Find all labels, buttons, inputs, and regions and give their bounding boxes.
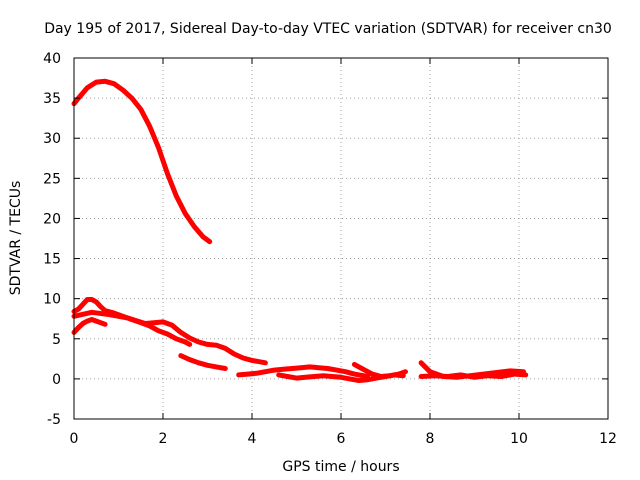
x-tick-label: 0	[70, 431, 79, 447]
y-tick-label: 15	[43, 252, 61, 268]
x-axis-label: GPS time / hours	[282, 459, 399, 475]
series-line-10	[418, 371, 529, 380]
series-line-5	[178, 353, 228, 371]
x-tick-label: 4	[248, 431, 257, 447]
data-series	[71, 78, 529, 383]
x-tick-label: 12	[599, 431, 617, 447]
y-tick-label: 20	[43, 211, 61, 227]
y-tick-label: 25	[43, 171, 61, 187]
grid	[74, 58, 608, 419]
y-tick-label: -5	[47, 412, 61, 428]
series-line-1	[71, 78, 213, 245]
y-tick-label: 0	[52, 372, 61, 388]
y-axis-label: SDTVAR / TECUs	[8, 181, 24, 296]
x-tick-label: 6	[337, 431, 346, 447]
y-tick-label: 10	[43, 292, 61, 308]
series-line-8	[351, 361, 408, 379]
series-line-4	[71, 309, 268, 366]
x-tick-label: 10	[510, 431, 528, 447]
series-line-2	[71, 317, 108, 335]
y-tick-label: 35	[43, 91, 61, 107]
x-tick-label: 8	[426, 431, 435, 447]
x-tick-label: 2	[159, 431, 168, 447]
y-tick-label: 5	[52, 332, 61, 348]
chart-title: Day 195 of 2017, Sidereal Day-to-day VTE…	[44, 21, 612, 37]
y-tick-label: 40	[43, 51, 61, 67]
series-line-6	[236, 364, 371, 379]
axis-ticks: 0 2 4 6 8 10 12 -5 0 5 10 15 20 25 30 35 40	[43, 51, 617, 447]
y-tick-label: 30	[43, 131, 61, 147]
